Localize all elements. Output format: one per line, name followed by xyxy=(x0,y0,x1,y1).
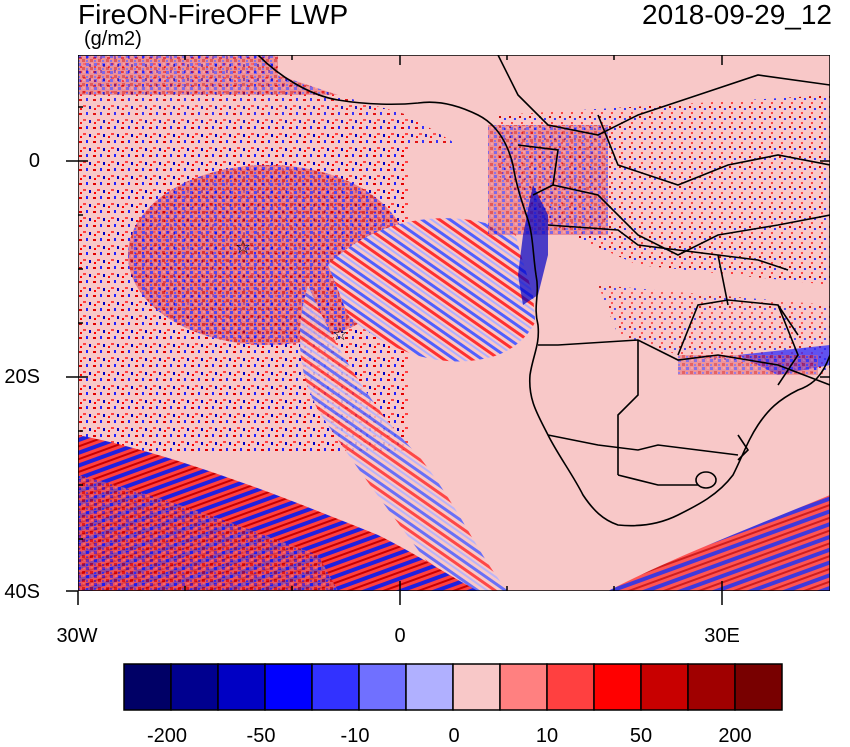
axis-ticks xyxy=(78,55,830,591)
colorbar-cell xyxy=(687,663,736,711)
star-marker: ☆ xyxy=(235,237,251,258)
coastlines-borders xyxy=(257,55,830,527)
lon-label-30e: 30E xyxy=(704,625,740,647)
lat-label-40s: 40S xyxy=(4,581,40,603)
colorbar-cell xyxy=(405,663,454,711)
colorbar-cell xyxy=(734,663,783,711)
figure-title: FireON-FireOFF LWP xyxy=(78,0,349,30)
colorbar-cell xyxy=(217,663,266,711)
colorbar-label: -10 xyxy=(340,725,370,747)
colorbar-label: 50 xyxy=(629,725,653,747)
lon-label-30w: 30W xyxy=(56,625,98,647)
lon-label-0: 0 xyxy=(394,625,406,647)
colorbar-cell xyxy=(358,663,407,711)
map-field-layer xyxy=(78,55,830,591)
colorbar-cell xyxy=(593,663,642,711)
colorbar-label: -200 xyxy=(146,725,188,747)
map-canvas: ☆ ☆ xyxy=(78,55,830,591)
colorbar-label: 200 xyxy=(718,725,752,747)
colorbar xyxy=(123,663,783,711)
colorbar-label: -50 xyxy=(246,725,276,747)
colorbar-cell xyxy=(170,663,219,711)
colorbar-cell xyxy=(640,663,689,711)
colorbar-cell xyxy=(452,663,501,711)
colorbar-cell xyxy=(546,663,595,711)
colorbar-cell xyxy=(499,663,548,711)
colorbar-cell xyxy=(123,663,172,711)
colorbar-label: 0 xyxy=(448,725,460,747)
colorbar-cell xyxy=(264,663,313,711)
lwp-difference-map: ☆ ☆ xyxy=(78,55,830,591)
star-marker: ☆ xyxy=(332,324,348,345)
lat-label-0: 0 xyxy=(28,150,40,172)
colorbar-label: 10 xyxy=(535,725,559,747)
colorbar-cell xyxy=(311,663,360,711)
lat-label-20s: 20S xyxy=(4,366,40,388)
units-label: (g/m2) xyxy=(84,28,142,50)
figure-timestamp: 2018-09-29_12 xyxy=(642,0,832,30)
